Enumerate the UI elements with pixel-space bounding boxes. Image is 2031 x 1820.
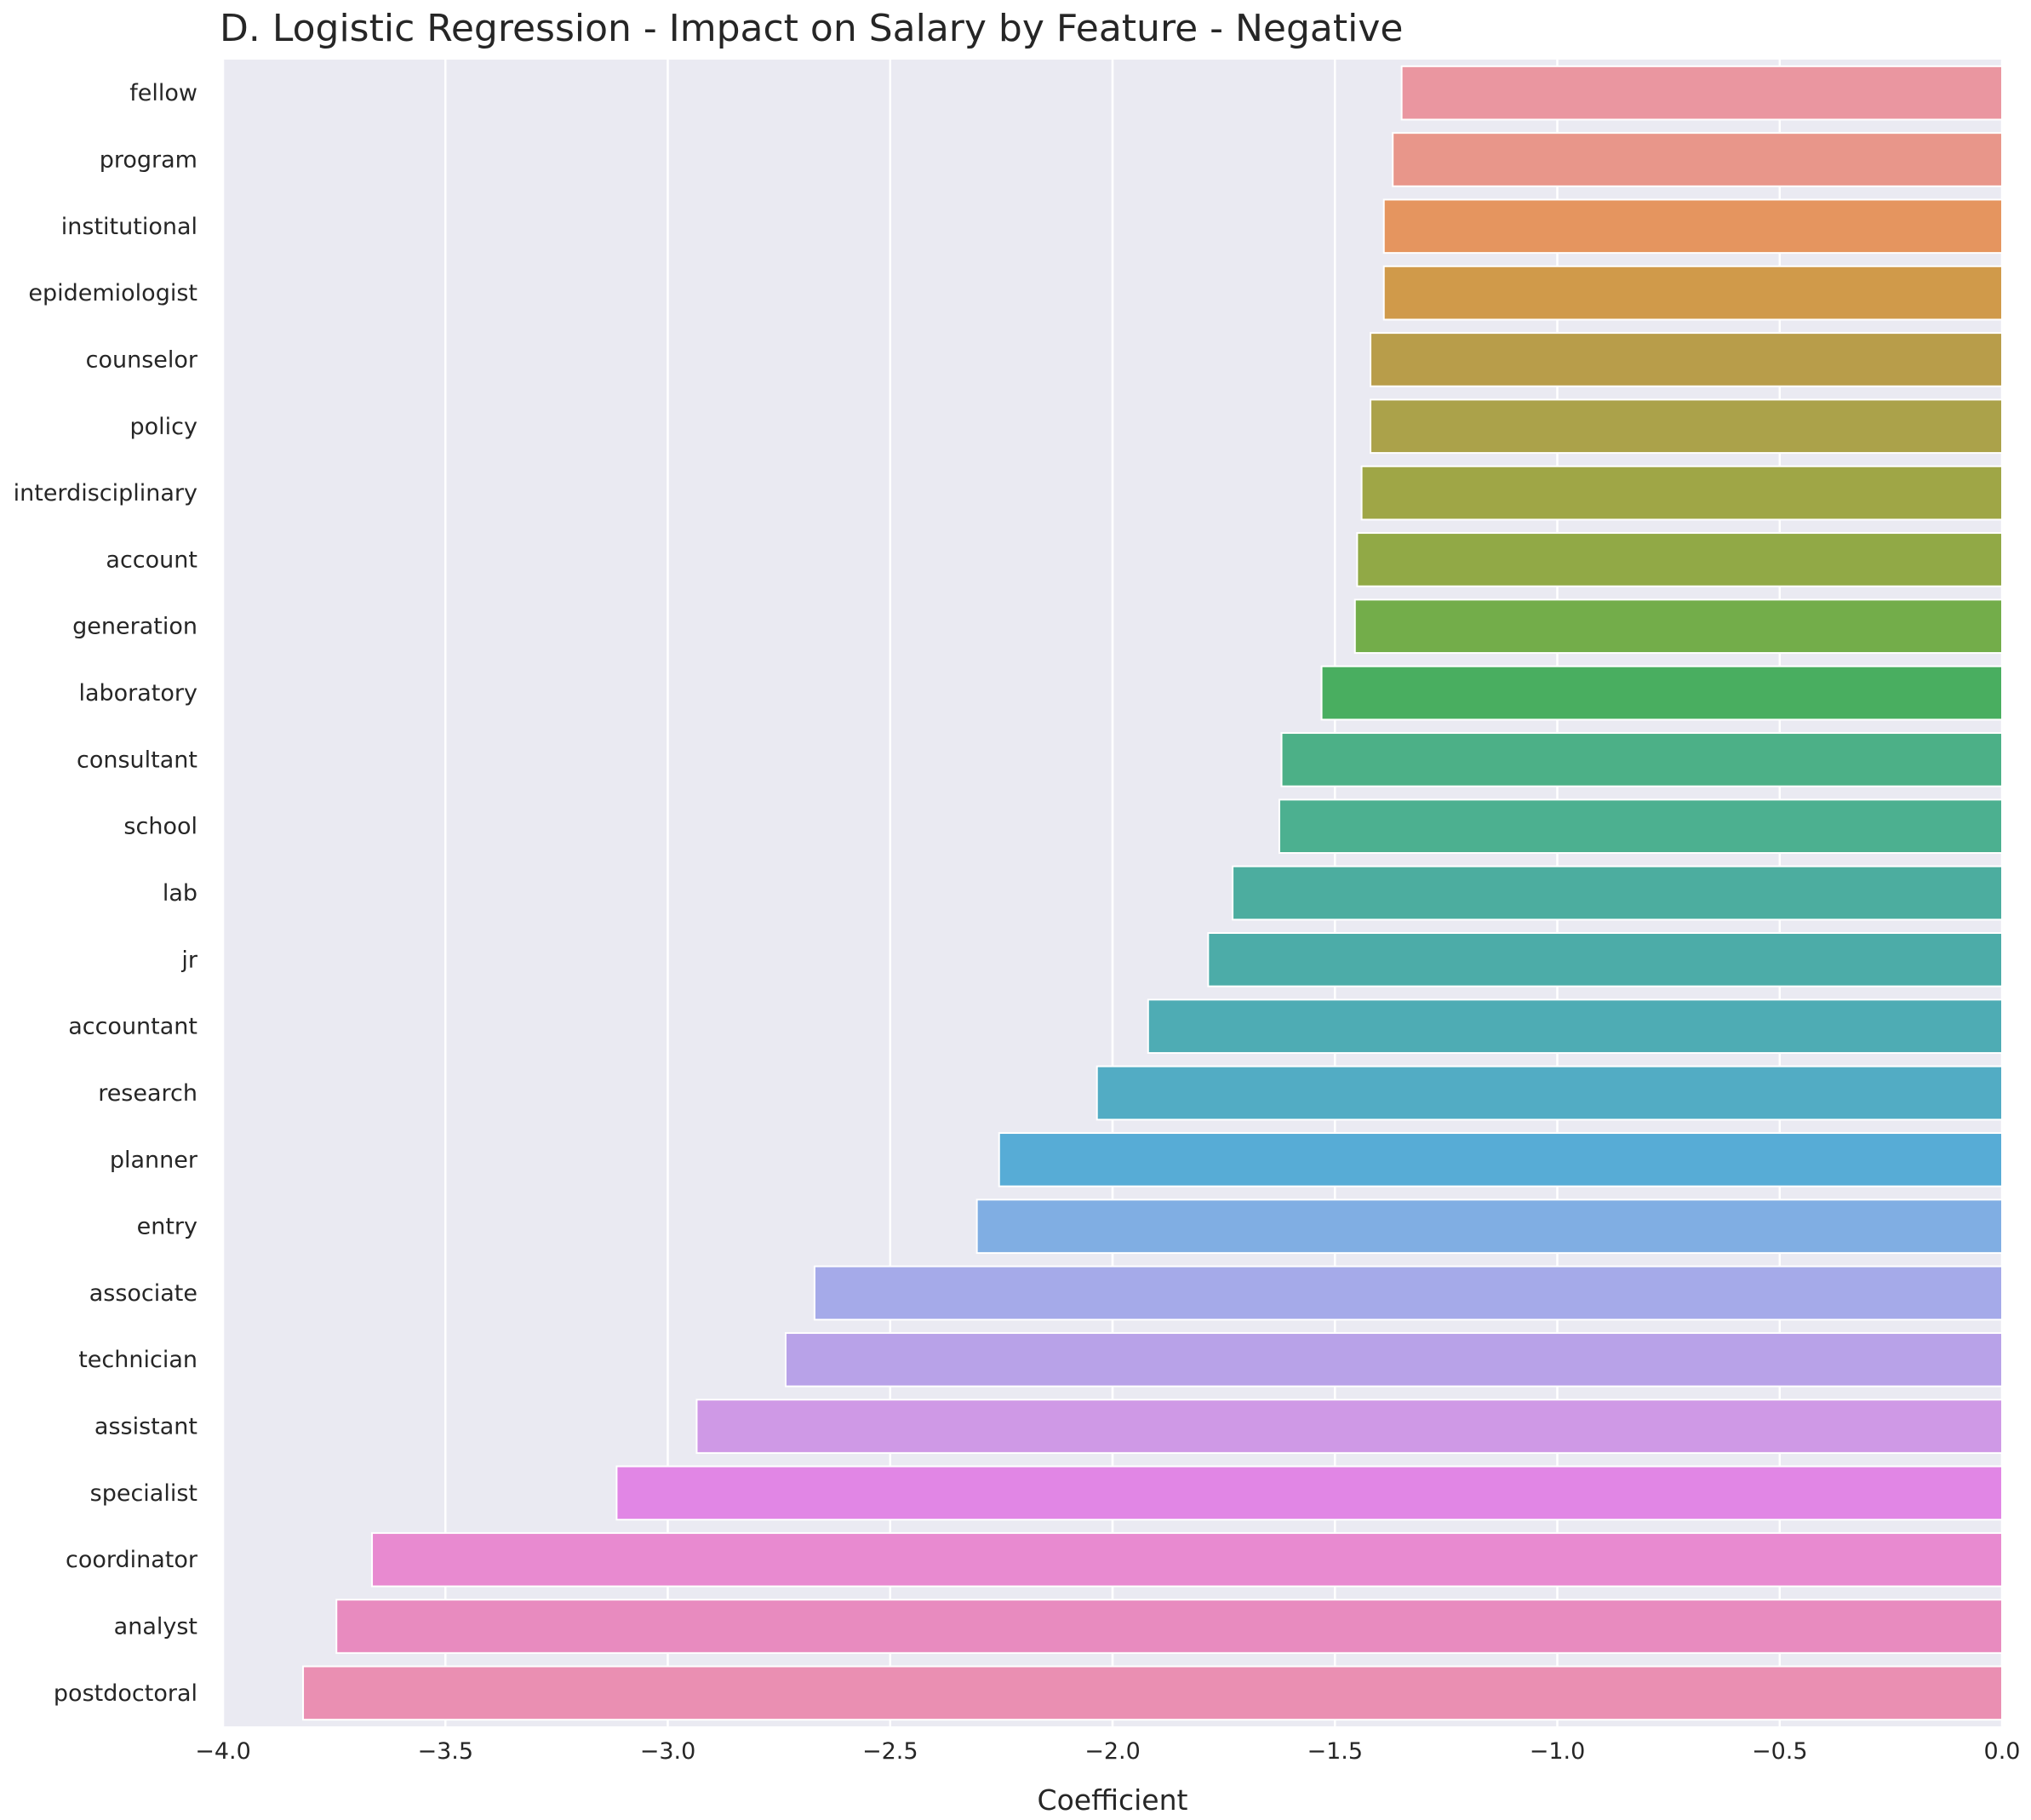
y-tick-label: planner	[110, 1147, 198, 1173]
bar-account	[1356, 532, 2003, 587]
x-tick-label: −0.5	[1752, 1738, 1808, 1765]
y-tick-label: technician	[78, 1347, 197, 1373]
y-tick-label: associate	[89, 1280, 197, 1307]
y-tick-label: jr	[180, 947, 198, 973]
x-tick-label: −1.5	[1307, 1738, 1363, 1765]
x-tick-label: −3.5	[417, 1738, 473, 1765]
y-axis-tick-labels: fellow program institutional epidemiologist…	[14, 80, 198, 1707]
bar-planner	[998, 1131, 2003, 1188]
bar-institutional	[1382, 198, 2003, 255]
x-tick-label: −4.0	[195, 1738, 251, 1765]
y-tick-label: institutional	[61, 214, 197, 240]
bar-counselor	[1370, 332, 2004, 387]
bar-postdoctoral	[302, 1665, 2003, 1721]
bar-school	[1278, 798, 2003, 855]
x-tick-label: −2.5	[862, 1738, 918, 1765]
bar-laboratory	[1320, 665, 2003, 721]
y-tick-label: specialist	[90, 1480, 197, 1507]
y-tick-label: interdisciplinary	[14, 480, 197, 507]
y-tick-label: generation	[72, 614, 197, 640]
bar-technician	[784, 1331, 2003, 1388]
bar-lab	[1232, 865, 2003, 921]
bar-program	[1392, 132, 2004, 187]
bar-assistant	[695, 1399, 2003, 1454]
y-tick-label: epidemiologist	[28, 280, 197, 306]
y-tick-label: analyst	[114, 1614, 197, 1640]
x-axis-tick-labels: −4.0 −3.5 −3.0 −2.5 −2.0 −1.5 −1.0 −0.5 0.0	[195, 1738, 2020, 1765]
y-tick-label: program	[100, 146, 197, 173]
bar-analyst	[335, 1599, 2003, 1654]
bar-entry	[975, 1199, 2003, 1254]
bar-interdisciplinary	[1360, 465, 2003, 521]
y-tick-label: entry	[137, 1214, 197, 1240]
x-tick-label: −3.0	[640, 1738, 696, 1765]
x-axis-label: Coefficient	[1038, 1783, 1188, 1817]
y-tick-label: assistant	[94, 1414, 197, 1440]
bar-jr	[1207, 931, 2003, 987]
y-tick-label: lab	[163, 880, 197, 907]
y-tick-label: postdoctoral	[54, 1680, 197, 1707]
bar-generation	[1353, 598, 2003, 655]
y-tick-label: counselor	[86, 346, 198, 373]
y-tick-label: accountant	[68, 1014, 197, 1040]
chart-title: D. Logistic Regression - Impact on Salar…	[220, 7, 1404, 50]
y-tick-label: coordinator	[66, 1547, 198, 1573]
bar-fellow	[1400, 65, 2003, 121]
x-tick-label: 0.0	[1984, 1738, 2021, 1765]
y-tick-label: school	[123, 814, 197, 840]
bar-coordinator	[371, 1531, 2004, 1588]
bar-specialist	[615, 1465, 2003, 1521]
bar-accountant	[1147, 999, 2004, 1054]
x-tick-label: −1.0	[1530, 1738, 1586, 1765]
bar-research	[1096, 1065, 2003, 1121]
y-tick-label: policy	[130, 414, 198, 440]
y-tick-label: consultant	[77, 747, 197, 773]
bar-associate	[813, 1265, 2003, 1321]
y-tick-label: fellow	[129, 80, 197, 106]
bar-consultant	[1280, 732, 2004, 787]
bar-epidemiologist	[1382, 265, 2003, 321]
bar-policy	[1370, 398, 2004, 455]
y-tick-label: laboratory	[78, 680, 197, 707]
x-tick-label: −2.0	[1084, 1738, 1141, 1765]
bars	[302, 65, 2004, 1721]
y-tick-label: research	[98, 1080, 197, 1107]
y-tick-label: account	[106, 547, 197, 573]
